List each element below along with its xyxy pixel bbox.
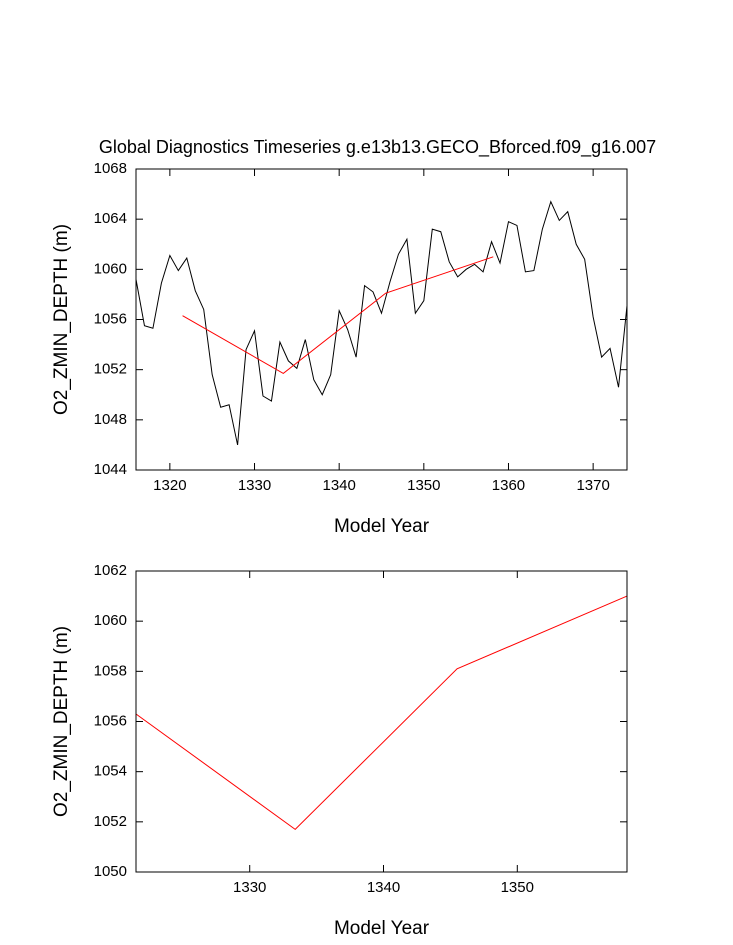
- x-tick-label: 1340: [322, 477, 355, 494]
- y-tick-label: 1058: [94, 662, 127, 679]
- x-tick-label: 1350: [501, 879, 534, 896]
- x-tick-label: 1370: [576, 477, 609, 494]
- y-tick-label: 1048: [94, 411, 127, 428]
- x-tick-label: 1330: [238, 477, 271, 494]
- x-tick-label: 1320: [153, 477, 186, 494]
- y-tick-label: 1068: [94, 160, 127, 177]
- y-tick-label: 1060: [94, 612, 127, 629]
- y-tick-label: 1062: [94, 562, 127, 579]
- y-tick-label: 1052: [94, 813, 127, 830]
- y-tick-label: 1056: [94, 712, 127, 729]
- y-tick-label: 1052: [94, 361, 127, 378]
- y-tick-label: 1064: [94, 210, 127, 227]
- x-tick-label: 1330: [233, 879, 266, 896]
- data-line: [135, 595, 628, 831]
- x-tick-label: 1340: [367, 879, 400, 896]
- y-axis-label: O2_ZMIN_DEPTH (m): [51, 626, 72, 817]
- data-line: [135, 200, 628, 446]
- y-tick-label: 1060: [94, 260, 127, 277]
- x-axis-label: Model Year: [334, 516, 430, 537]
- x-axis-label: Model Year: [334, 918, 430, 939]
- y-tick-label: 1054: [94, 763, 127, 780]
- y-tick-label: 1050: [94, 863, 127, 880]
- plot-frame: [135, 168, 628, 471]
- plot-frame: [135, 570, 628, 873]
- y-tick-label: 1056: [94, 310, 127, 327]
- data-line: [182, 256, 494, 375]
- x-tick-label: 1350: [407, 477, 440, 494]
- chart-title: Global Diagnostics Timeseries g.e13b13.G…: [99, 137, 656, 158]
- x-tick-label: 1360: [492, 477, 525, 494]
- y-tick-label: 1044: [94, 461, 127, 478]
- y-axis-label: O2_ZMIN_DEPTH (m): [51, 224, 72, 415]
